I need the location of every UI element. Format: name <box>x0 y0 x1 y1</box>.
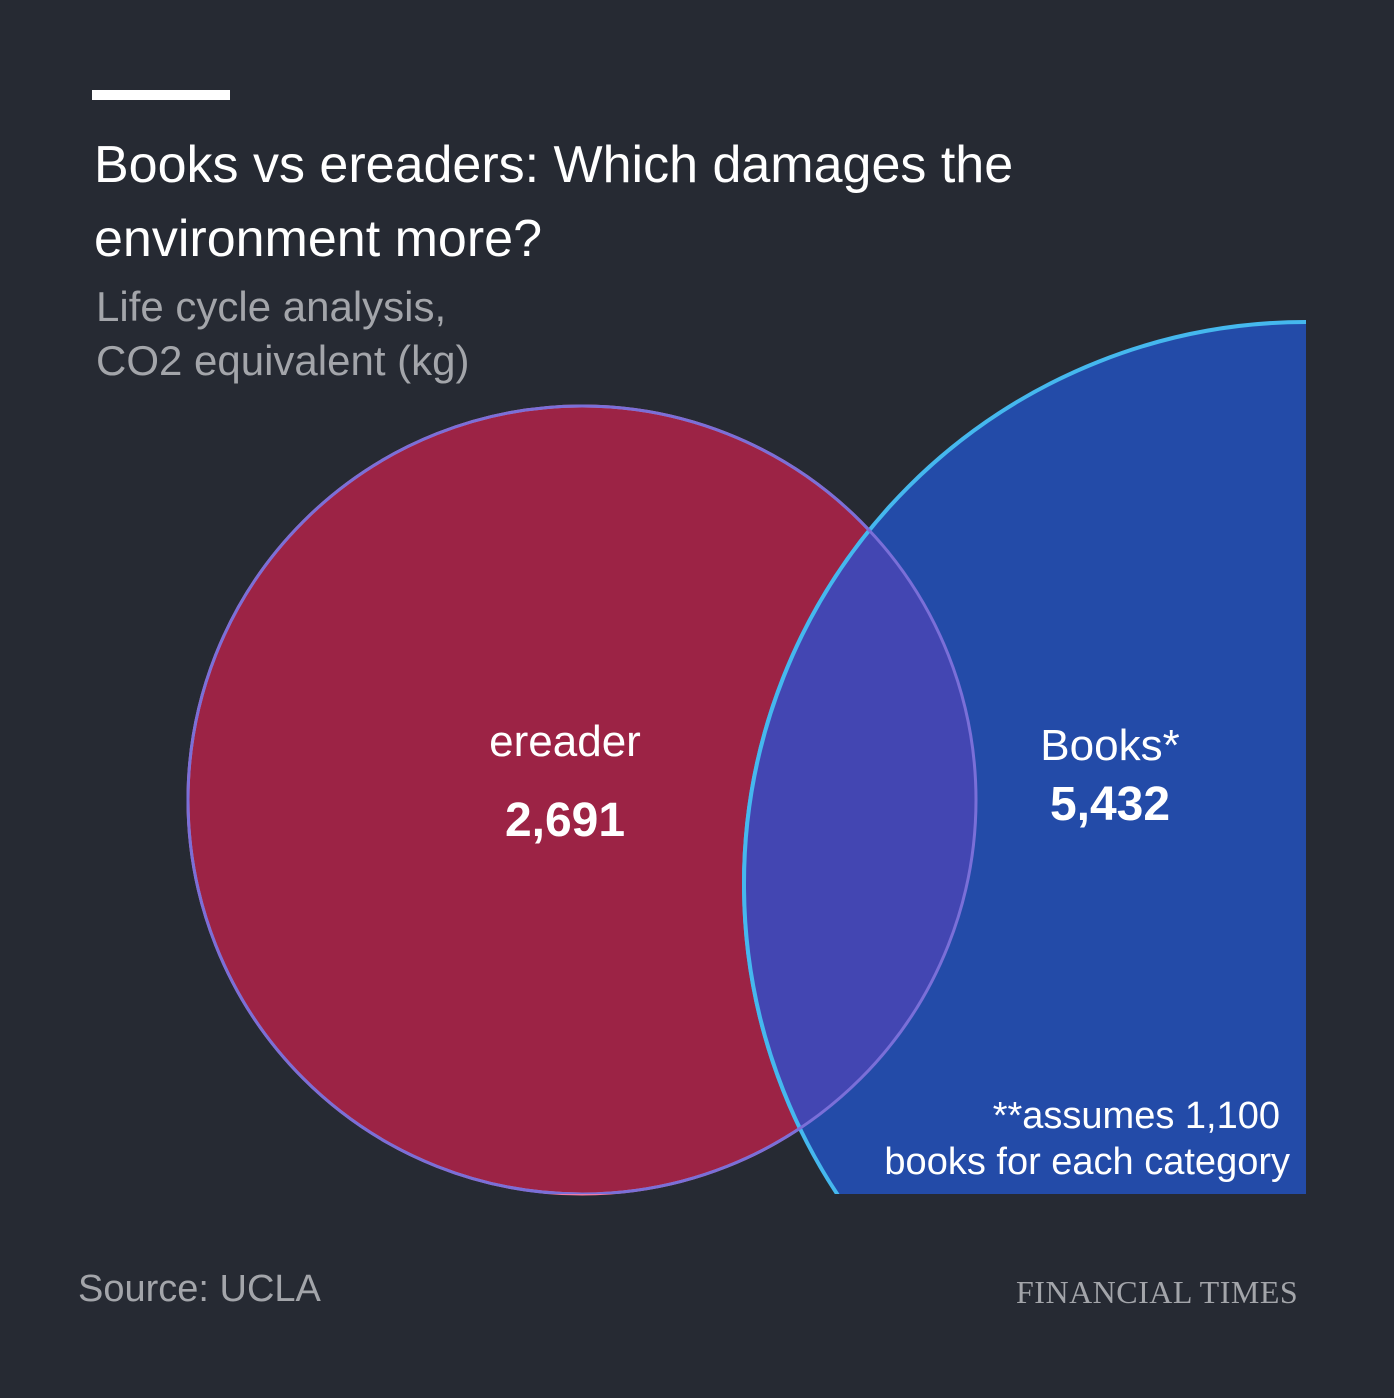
books-value: 5,432 <box>1050 778 1170 831</box>
footnote-line-2: books for each category <box>884 1141 1290 1183</box>
chart-subtitle: Life cycle analysis, CO2 equivalent (kg) <box>96 280 470 388</box>
financial-times-logo: FINANCIAL TIMES <box>1016 1274 1299 1310</box>
title-accent-bar <box>92 90 230 100</box>
ereader-label: ereader <box>489 717 641 766</box>
subtitle-line-1: Life cycle analysis, <box>96 283 447 330</box>
footnote-line-1: **assumes 1,100 <box>993 1095 1280 1137</box>
overlap-region <box>742 406 976 1194</box>
ereader-value: 2,691 <box>505 794 625 847</box>
subtitle-line-2: CO2 equivalent (kg) <box>96 337 470 384</box>
ereader-outline-overlap <box>186 404 978 1194</box>
chart-title: Books vs ereaders: Which damages the env… <box>94 136 1014 268</box>
source-note: Source: UCLA <box>78 1268 321 1310</box>
books-label: Books* <box>1040 721 1179 770</box>
